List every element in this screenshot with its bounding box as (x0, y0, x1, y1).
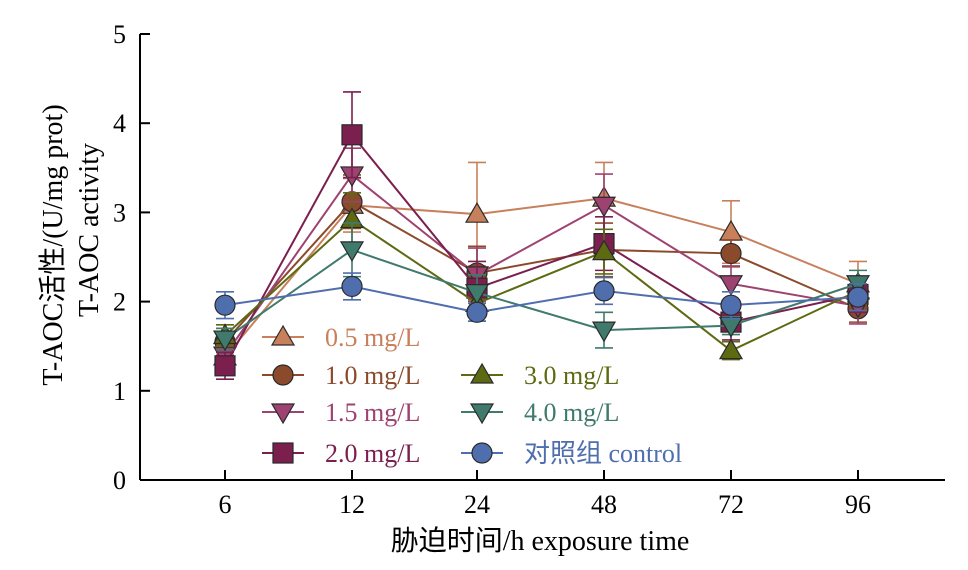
y-tick-label: 0 (113, 466, 126, 495)
series-3 (214, 91, 869, 381)
legend-marker (471, 442, 493, 464)
legend-label: 对照组 control (524, 439, 682, 468)
data-point (341, 124, 363, 146)
data-point (720, 294, 742, 316)
axes (139, 34, 945, 481)
y-axis-title-english: T-AOC activity (74, 143, 105, 317)
x-tick-label: 6 (219, 490, 232, 519)
x-tick-label: 72 (718, 490, 744, 519)
legend-label: 1.0 mg/L (325, 361, 420, 390)
data-point (339, 241, 365, 263)
data-point (341, 275, 363, 298)
series-line (224, 133, 859, 367)
x-tick-label: 96 (845, 490, 871, 519)
series-line (224, 200, 859, 343)
legend: 0.5 mg/L 1.0 mg/L 1.5 mg/L 2.0 mg/L 3.0 mg/L… (262, 323, 682, 468)
x-tick-label: 24 (464, 490, 490, 519)
y-tick-label: 4 (113, 109, 126, 138)
y-ticks: 0 1 2 3 4 5 (113, 20, 150, 495)
series-4 (212, 191, 871, 361)
legend-item: 2.0 mg/L (262, 439, 420, 468)
data-point (591, 321, 617, 343)
legend-item: 4.0 mg/L (461, 398, 619, 427)
y-axis-title: T-AOC活性/(U/mg prot) (37, 104, 69, 385)
y-tick-label: 3 (113, 198, 126, 227)
y-tick-label: 2 (113, 288, 126, 317)
data-point (214, 355, 236, 377)
legend-marker (469, 362, 495, 384)
x-tick-label: 12 (339, 490, 365, 519)
series-0 (212, 161, 871, 374)
series-6 (214, 272, 869, 323)
legend-label: 4.0 mg/L (524, 398, 619, 427)
data-point (212, 330, 238, 352)
legend-marker (272, 442, 294, 464)
data-point (718, 338, 744, 360)
legend-label: 1.5 mg/L (325, 398, 420, 427)
y-tick-label: 5 (113, 20, 126, 49)
data-point (591, 239, 617, 261)
data-point (464, 284, 490, 305)
legend-item: 1.5 mg/L (262, 398, 420, 427)
series-line (224, 197, 859, 358)
x-ticks: 6 12 24 48 72 96 (219, 470, 871, 519)
y-tick-label: 1 (113, 377, 126, 406)
legend-label: 3.0 mg/L (524, 361, 619, 390)
data-point (847, 286, 869, 308)
legend-item: 3.0 mg/L (461, 361, 619, 390)
series-line (224, 173, 859, 356)
legend-item: 1.0 mg/L (262, 361, 420, 390)
data-point (593, 280, 615, 302)
series-line (224, 248, 859, 340)
data-point (464, 201, 490, 223)
x-tick-label: 48 (591, 490, 617, 519)
legend-marker (272, 364, 294, 386)
legend-label: 2.0 mg/L (325, 439, 420, 468)
data-point (591, 196, 617, 218)
data-point (718, 275, 744, 296)
series-line (224, 218, 859, 352)
data-point (214, 294, 236, 316)
legend-marker (270, 324, 296, 346)
data-point (466, 301, 488, 323)
x-axis-title: 胁迫时间/h exposure time (391, 525, 690, 557)
legend-label: 0.5 mg/L (325, 323, 420, 352)
legend-item: 0.5 mg/L (262, 323, 420, 352)
data-point (720, 242, 742, 265)
legend-marker (270, 403, 296, 425)
series-line (224, 285, 859, 314)
legend-item: 对照组 control (461, 439, 682, 468)
series-layer (212, 91, 871, 381)
legend-marker (469, 403, 495, 425)
series-2 (212, 147, 871, 370)
